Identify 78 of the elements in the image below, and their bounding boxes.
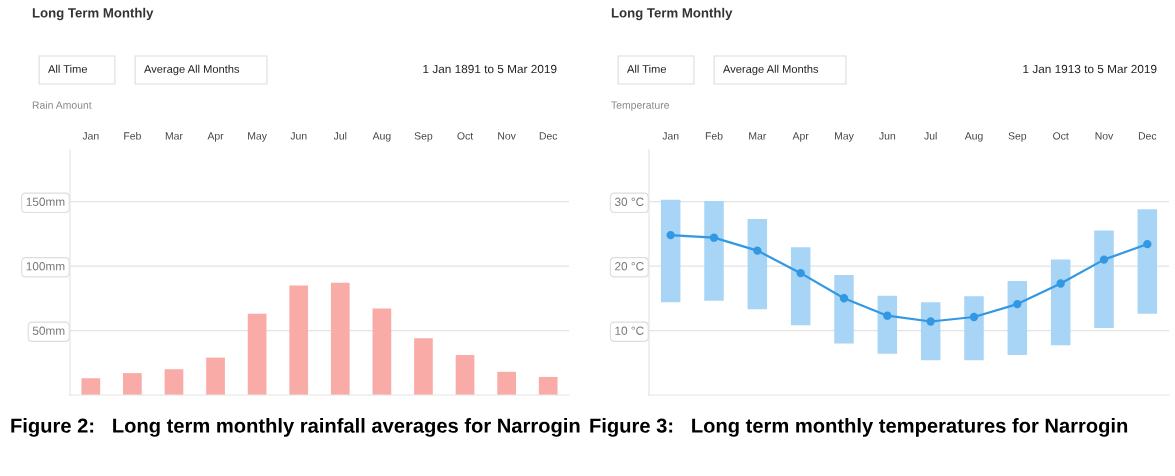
x-tick-label: Jan xyxy=(662,132,679,140)
bar xyxy=(1007,280,1028,356)
x-tick-label: Sep xyxy=(414,132,433,142)
x-tick-label: Mar xyxy=(165,132,183,140)
chart-title: Long Term Monthly xyxy=(611,7,733,21)
x-tick-label: Feb xyxy=(705,131,723,140)
bar xyxy=(877,295,898,354)
bar xyxy=(289,285,309,395)
bar xyxy=(660,199,681,303)
y-tick-label: 30 °C xyxy=(614,197,644,206)
text: Average All Months xyxy=(144,64,240,76)
bar xyxy=(920,302,941,361)
bar xyxy=(455,355,475,395)
point xyxy=(926,317,935,326)
x-tick-label: May xyxy=(248,132,267,142)
x-tick-label: Apr xyxy=(207,132,224,142)
x-tick-label: Sep xyxy=(1008,132,1027,142)
x-tick-label: Jan xyxy=(82,132,99,140)
bar xyxy=(1094,230,1114,328)
x-tick-label: Aug xyxy=(964,132,983,142)
caption: Figure 3: Long term monthly temperatures for Narrogin xyxy=(590,418,1128,437)
x-tick-label: Oct xyxy=(1053,132,1069,140)
x-tick-label: Nov xyxy=(498,132,516,140)
bar xyxy=(81,378,101,395)
x-tick-label: Nov xyxy=(1095,132,1114,140)
bar xyxy=(1137,209,1158,314)
bar xyxy=(834,275,854,344)
bar xyxy=(1050,259,1071,346)
x-tick-label: May xyxy=(835,132,854,142)
bar xyxy=(247,313,267,395)
bar xyxy=(206,357,225,395)
bar xyxy=(497,371,516,395)
point xyxy=(883,311,892,320)
bar xyxy=(964,296,984,361)
y-tick-label: 100mm xyxy=(26,262,65,271)
x-tick-label: Jul xyxy=(333,131,347,140)
x-tick-label: Apr xyxy=(792,132,809,142)
point xyxy=(796,268,805,278)
x-tick-label: Mar xyxy=(749,132,767,140)
x-tick-label: Jul xyxy=(924,131,937,140)
bar xyxy=(372,308,392,395)
y-tick-label: 20 °C xyxy=(615,262,644,271)
x-tick-label: Jun xyxy=(290,132,307,140)
x-tick-label: Aug xyxy=(372,132,391,142)
point xyxy=(709,233,719,242)
y-axis-title: Rain Amount xyxy=(32,101,92,109)
x-tick-label: Feb xyxy=(124,131,141,140)
x-tick-label: Oct xyxy=(457,132,474,140)
point xyxy=(969,312,979,322)
y-tick-label: 150mm xyxy=(26,197,65,206)
bar xyxy=(538,376,558,395)
x-tick-label: Dec xyxy=(1138,132,1157,140)
y-tick-label: 50mm xyxy=(32,326,65,335)
caption: Figure 2: Long term monthly rainfall averages for Narrogin xyxy=(11,418,580,437)
point xyxy=(1013,299,1022,309)
chart-subtitle: 1 Jan 1913 to 5 Mar 2019 xyxy=(1023,64,1157,74)
bar xyxy=(414,338,433,395)
point xyxy=(666,230,675,240)
text: All Time xyxy=(627,64,667,73)
text: Average All Months xyxy=(723,64,819,76)
y-axis-title: Temperature xyxy=(611,101,670,111)
bar xyxy=(704,200,724,301)
chart-title: Long Term Monthly xyxy=(32,7,154,21)
point xyxy=(1056,279,1065,288)
x-tick-label: Dec xyxy=(539,132,558,140)
point xyxy=(1143,239,1152,249)
point xyxy=(839,294,849,303)
x-tick-label: Jun xyxy=(879,132,896,140)
y-tick-label: 10 °C xyxy=(615,326,644,335)
bar xyxy=(790,247,811,326)
bar xyxy=(164,369,184,395)
bar xyxy=(123,373,142,395)
bar xyxy=(330,282,350,395)
bar xyxy=(747,218,768,310)
chart-subtitle: 1 Jan 1891 to 5 Mar 2019 xyxy=(423,64,557,74)
point xyxy=(1099,255,1109,264)
text: All Time xyxy=(48,64,88,73)
point xyxy=(753,246,762,255)
